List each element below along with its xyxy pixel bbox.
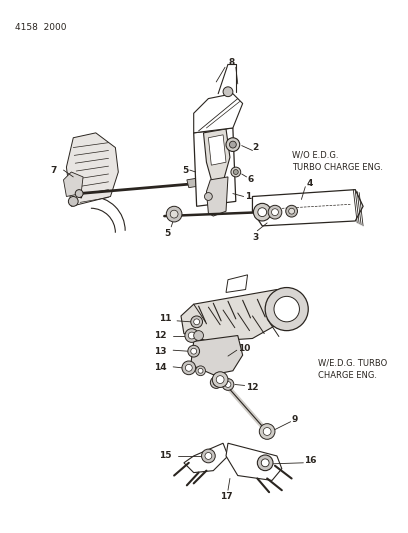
Circle shape xyxy=(182,361,196,375)
Text: W/O E.D.G.
TURBO CHARGE ENG.: W/O E.D.G. TURBO CHARGE ENG. xyxy=(292,150,383,172)
Polygon shape xyxy=(208,135,226,165)
Polygon shape xyxy=(64,172,83,197)
Text: 17: 17 xyxy=(220,492,232,501)
Circle shape xyxy=(272,209,278,215)
Polygon shape xyxy=(226,275,248,293)
Text: 5: 5 xyxy=(182,166,189,175)
Circle shape xyxy=(75,190,83,197)
Text: 12: 12 xyxy=(154,331,166,340)
Circle shape xyxy=(205,453,212,459)
Circle shape xyxy=(204,192,212,200)
Polygon shape xyxy=(226,443,282,480)
Text: 12: 12 xyxy=(246,383,258,392)
Circle shape xyxy=(188,332,195,339)
Polygon shape xyxy=(194,128,236,206)
Text: 4: 4 xyxy=(306,179,313,188)
Text: 4158  2000: 4158 2000 xyxy=(15,23,66,32)
Circle shape xyxy=(185,329,199,342)
Circle shape xyxy=(211,377,222,389)
Polygon shape xyxy=(194,94,243,133)
Circle shape xyxy=(188,345,200,357)
Text: 15: 15 xyxy=(159,451,171,461)
Polygon shape xyxy=(206,177,228,216)
Circle shape xyxy=(191,348,197,354)
Circle shape xyxy=(258,208,267,216)
Circle shape xyxy=(194,319,200,325)
Text: 8: 8 xyxy=(229,58,235,67)
Polygon shape xyxy=(204,129,230,187)
Circle shape xyxy=(274,296,299,322)
Circle shape xyxy=(202,449,215,463)
Circle shape xyxy=(170,210,178,218)
Circle shape xyxy=(257,455,273,471)
Text: W/E.D.G. TURBO
CHARGE ENG.: W/E.D.G. TURBO CHARGE ENG. xyxy=(318,358,387,379)
Text: 3: 3 xyxy=(252,233,259,242)
Circle shape xyxy=(225,382,231,387)
Circle shape xyxy=(286,205,297,217)
Polygon shape xyxy=(67,133,118,206)
Circle shape xyxy=(289,208,295,214)
Polygon shape xyxy=(253,190,363,226)
Circle shape xyxy=(233,169,238,174)
Text: 16: 16 xyxy=(304,456,317,465)
Text: 5: 5 xyxy=(164,229,171,238)
Text: 2: 2 xyxy=(253,143,259,152)
Text: 1: 1 xyxy=(245,192,251,201)
Circle shape xyxy=(263,427,271,435)
Text: 7: 7 xyxy=(50,166,57,175)
Polygon shape xyxy=(184,443,228,473)
Circle shape xyxy=(231,167,241,177)
Circle shape xyxy=(69,197,78,206)
Circle shape xyxy=(223,87,233,96)
Circle shape xyxy=(261,459,269,467)
Circle shape xyxy=(212,372,228,387)
Circle shape xyxy=(253,204,271,221)
Text: 11: 11 xyxy=(159,314,171,324)
Polygon shape xyxy=(181,289,292,342)
Text: 9: 9 xyxy=(292,415,298,424)
Circle shape xyxy=(213,379,219,385)
Circle shape xyxy=(259,424,275,439)
Circle shape xyxy=(226,138,240,151)
Circle shape xyxy=(185,365,192,372)
Circle shape xyxy=(194,330,204,341)
Circle shape xyxy=(198,368,203,373)
Circle shape xyxy=(265,287,308,330)
Circle shape xyxy=(166,206,182,222)
Circle shape xyxy=(196,366,206,376)
Text: 10: 10 xyxy=(238,344,250,353)
Text: 6: 6 xyxy=(248,175,254,184)
Polygon shape xyxy=(187,178,201,188)
Circle shape xyxy=(216,376,224,384)
Text: 14: 14 xyxy=(154,364,166,373)
Polygon shape xyxy=(191,336,243,375)
Circle shape xyxy=(222,378,234,390)
Text: 13: 13 xyxy=(154,346,166,356)
Circle shape xyxy=(191,316,202,328)
Circle shape xyxy=(229,141,236,148)
Circle shape xyxy=(268,205,282,219)
